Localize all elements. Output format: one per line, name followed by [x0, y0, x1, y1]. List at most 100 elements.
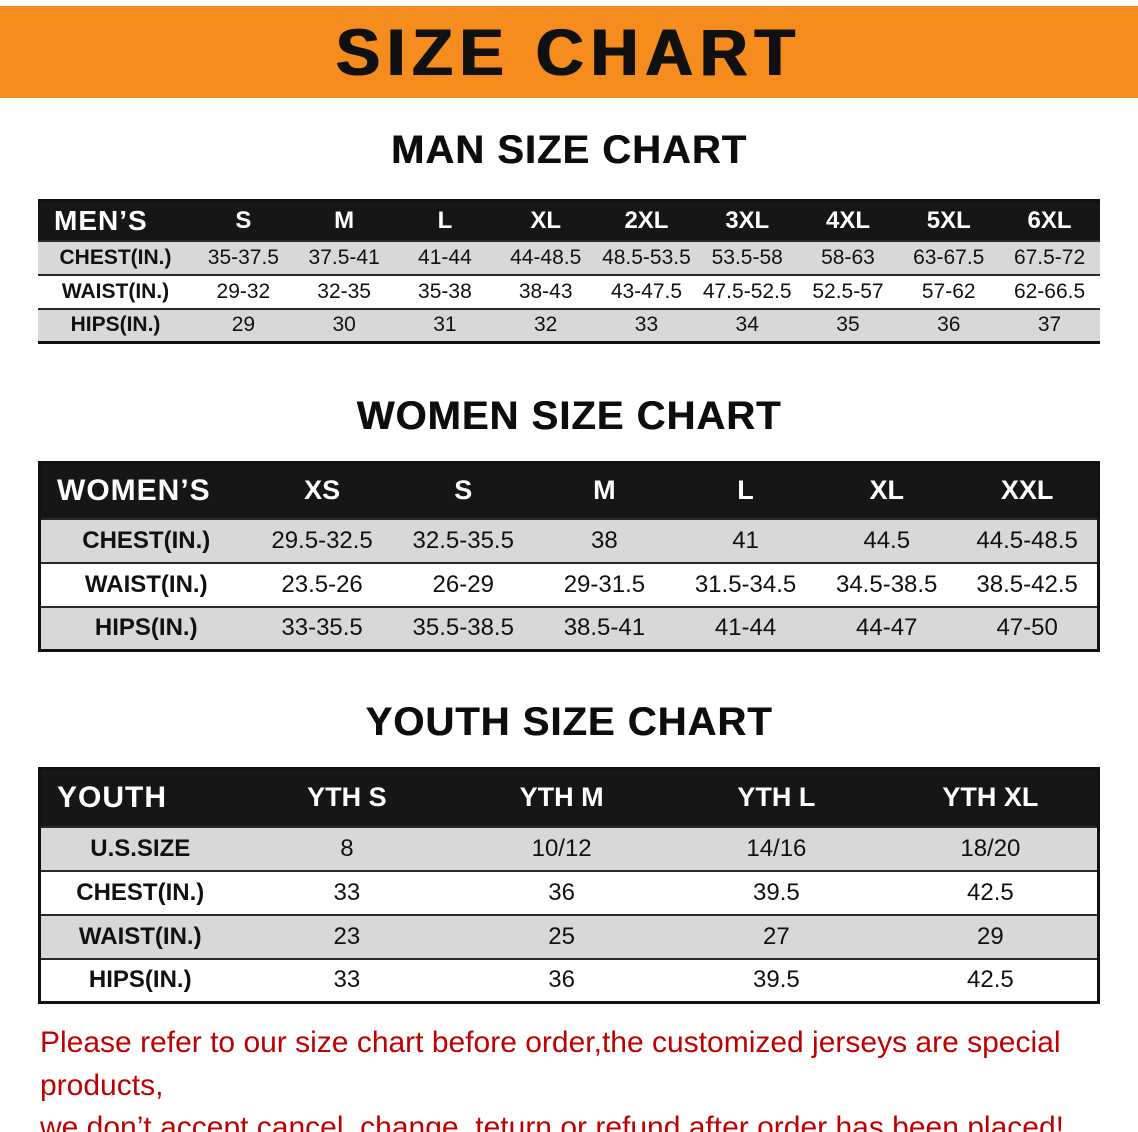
cell-value: 43-47.5 — [610, 279, 683, 303]
column-header: YTH L — [737, 782, 816, 813]
cell-value: 29-31.5 — [563, 570, 646, 598]
table-row: WAIST(IN.) 29-32 32-35 35-38 38-43 43-47.5 47.… — [38, 274, 1100, 309]
table-row: HIPS(IN.) 33-35.5 35.5-38.5 38.5-41 41-44 44-… — [39, 606, 1099, 651]
cell-value: 29.5-32.5 — [271, 526, 373, 554]
column-header: L — [737, 475, 754, 506]
column-header: XL — [869, 475, 904, 506]
cell-value: 44-47 — [856, 614, 918, 642]
table-row: WAIST(IN.) 23.5-26 26-29 29-31.5 31.5-34.5 34… — [39, 562, 1099, 607]
cell-value: 23 — [333, 922, 361, 950]
cell-value: 25 — [548, 922, 575, 950]
column-header: S — [235, 206, 252, 234]
men-size-table: MEN’S S M L XL 2XL 3XL 4XL 5XL 6XL CHEST(IN.) 35-37… — [38, 199, 1100, 344]
cell-value: 23.5-26 — [281, 570, 363, 598]
cell-value: 31.5-34.5 — [694, 570, 797, 598]
cell-value: 27 — [763, 922, 790, 950]
cell-value: 31 — [433, 313, 457, 337]
cell-value: 38-43 — [518, 279, 573, 303]
cell-value: 53.5-58 — [711, 245, 783, 269]
banner-title: SIZE CHART — [336, 15, 802, 89]
cell-value: 35.5-38.5 — [412, 614, 514, 642]
cell-value: 37.5-41 — [308, 245, 380, 269]
youth-table-header-row: YOUTH YTH S YTH M YTH L YTH XL — [39, 768, 1099, 827]
table-row: U.S.SIZE 8 10/12 14/16 18/20 — [39, 826, 1099, 871]
row-label: HIPS(IN.) — [88, 966, 192, 994]
row-label: WAIST(IN.) — [84, 570, 208, 598]
cell-value: 34.5-38.5 — [835, 570, 938, 598]
cell-value: 10/12 — [531, 834, 592, 862]
cell-value: 37 — [1037, 313, 1062, 337]
row-label: U.S.SIZE — [90, 834, 191, 862]
cell-value: 35-38 — [418, 279, 472, 303]
cell-value: 63-67.5 — [913, 245, 985, 269]
cell-value: 32-35 — [317, 279, 371, 303]
cell-value: 32.5-35.5 — [412, 526, 514, 554]
cell-value: 33 — [333, 878, 361, 906]
cell-value: 36 — [548, 966, 575, 994]
cell-value: 14/16 — [746, 834, 807, 862]
cell-value: 38 — [591, 526, 618, 554]
cell-value: 36 — [937, 313, 961, 337]
cell-value: 33 — [634, 313, 659, 337]
youth-table-label: YOUTH — [57, 780, 167, 814]
row-label: CHEST(IN.) — [59, 245, 172, 269]
cell-value: 44.5 — [863, 526, 911, 554]
cell-value: 39.5 — [753, 966, 800, 994]
table-row: WAIST(IN.) 23 25 27 29 — [39, 914, 1099, 959]
column-header: XXL — [1000, 475, 1054, 506]
cell-value: 33-35.5 — [281, 614, 363, 642]
men-table-header-row: MEN’S S M L XL 2XL 3XL 4XL 5XL 6XL — [38, 200, 1100, 241]
footer-disclaimer-line2: we don’t accept cancel, change, teturn o… — [40, 1111, 1064, 1132]
table-row: CHEST(IN.) 35-37.5 37.5-41 41-44 44-48.5 48.5… — [38, 240, 1100, 275]
cell-value: 48.5-53.5 — [602, 245, 691, 269]
row-label: CHEST(IN.) — [76, 878, 205, 906]
table-row: CHEST(IN.) 33 36 39.5 42.5 — [39, 870, 1099, 915]
column-header: YTH M — [519, 782, 604, 813]
row-label: WAIST(IN.) — [61, 279, 170, 303]
cell-value: 67.5-72 — [1013, 245, 1086, 269]
footer-disclaimer: Please refer to our size chart before or… — [40, 1022, 1138, 1132]
table-row: CHEST(IN.) 29.5-32.5 32.5-35.5 38 41 44.5 44.5… — [39, 518, 1099, 563]
column-header: M — [334, 206, 355, 234]
cell-value: 38.5-42.5 — [976, 570, 1078, 598]
cell-value: 18/20 — [960, 834, 1021, 862]
column-header: L — [437, 206, 453, 234]
row-label: WAIST(IN.) — [78, 922, 202, 950]
column-header: XL — [530, 206, 562, 234]
cell-value: 41-44 — [418, 245, 472, 269]
cell-value: 34 — [735, 313, 759, 337]
table-row: HIPS(IN.) 29 30 31 32 33 34 35 36 37 — [38, 308, 1100, 343]
cell-value: 29 — [231, 313, 256, 337]
cell-value: 32 — [534, 313, 558, 337]
column-header: 5XL — [926, 206, 971, 234]
cell-value: 29-32 — [216, 279, 271, 303]
women-table-header-row: WOMEN’S XS S M L XL XXL — [39, 462, 1099, 519]
cell-value: 41-44 — [714, 614, 777, 642]
cell-value: 30 — [332, 313, 356, 337]
column-header: XS — [304, 475, 341, 506]
cell-value: 52.5-57 — [812, 279, 884, 303]
cell-value: 41 — [732, 526, 759, 554]
size-chart-banner: SIZE CHART — [0, 6, 1138, 98]
column-header: 2XL — [624, 206, 669, 234]
cell-value: 33 — [333, 966, 361, 994]
man-section-title: MAN SIZE CHART — [390, 128, 748, 172]
cell-value: 39.5 — [753, 878, 800, 906]
women-section-title: WOMEN SIZE CHART — [356, 394, 782, 438]
cell-value: 47.5-52.5 — [702, 279, 792, 303]
cell-value: 29 — [977, 922, 1004, 950]
cell-value: 58-63 — [821, 245, 875, 269]
cell-value: 8 — [340, 834, 354, 862]
column-header: M — [593, 475, 616, 506]
footer-disclaimer-line1: Please refer to our size chart before or… — [40, 1026, 1061, 1102]
cell-value: 35-37.5 — [207, 245, 279, 269]
column-header: 6XL — [1027, 206, 1072, 234]
row-label: HIPS(IN.) — [70, 313, 161, 337]
cell-value: 57-62 — [921, 279, 976, 303]
cell-value: 42.5 — [967, 878, 1014, 906]
cell-value: 44.5-48.5 — [976, 526, 1078, 554]
column-header: YTH XL — [942, 782, 1039, 813]
youth-section-title: YOUTH SIZE CHART — [365, 700, 773, 744]
cell-value: 42.5 — [967, 966, 1014, 994]
cell-value: 35 — [836, 313, 860, 337]
